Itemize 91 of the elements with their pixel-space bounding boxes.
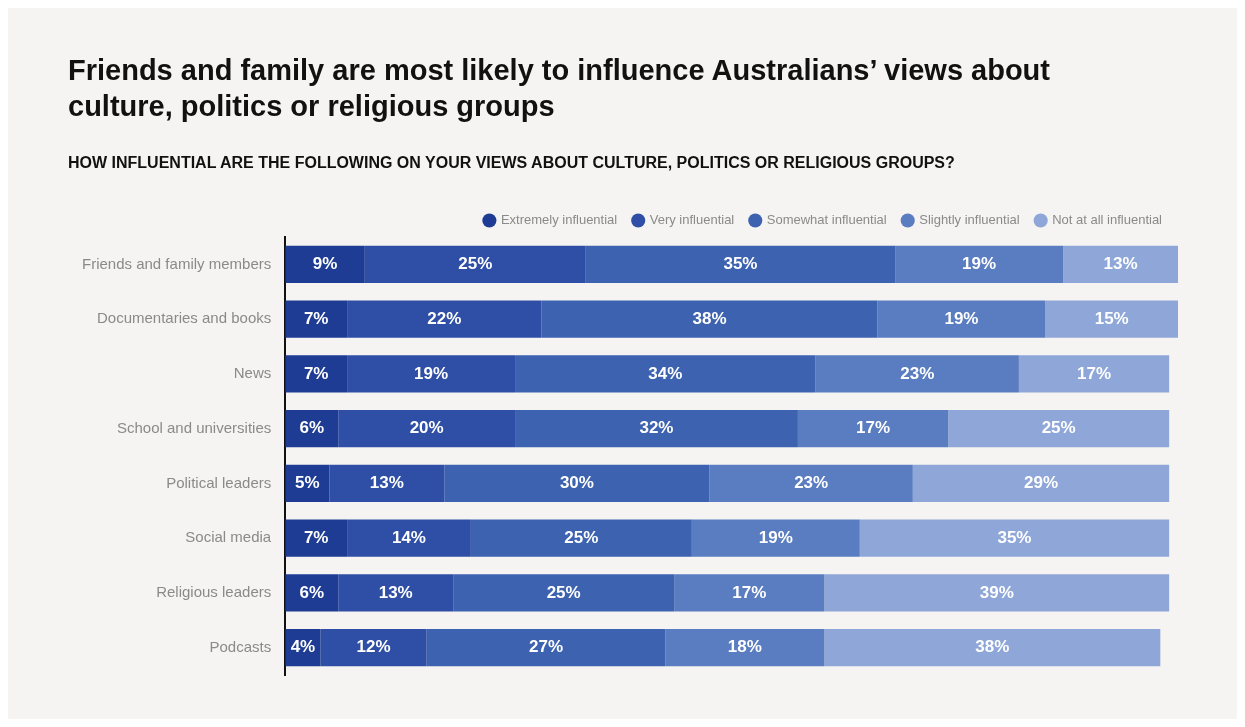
data-label: 25% [546, 582, 581, 602]
data-label: 25% [458, 254, 493, 274]
bar [674, 574, 825, 612]
data-label: 17% [856, 418, 891, 438]
data-label: 7% [303, 308, 329, 328]
data-label: 20% [409, 418, 444, 438]
y-tick-label: News [233, 364, 272, 382]
chart-subtitle: HOW INFLUENTIAL ARE THE FOLLOWING ON YOUR VIEWS ABOUT CULTURE, POLITICS OR RELIGIOUS GROUPS? [68, 154, 956, 172]
bar [470, 519, 692, 557]
legend-label: Slightly influential [919, 212, 1020, 228]
data-label: 27% [528, 637, 563, 657]
bar [815, 355, 1019, 393]
data-label: 5% [295, 473, 320, 493]
bar [541, 300, 878, 338]
bar [877, 300, 1046, 338]
data-label: 38% [692, 308, 727, 328]
bar [665, 629, 825, 667]
bar [515, 410, 798, 448]
data-label: 6% [299, 582, 325, 602]
bar [1063, 245, 1178, 283]
bar [824, 574, 1170, 612]
bar [347, 355, 516, 393]
legend-label: Very influential [649, 212, 735, 228]
data-label: 19% [758, 527, 793, 547]
data-label: 6% [299, 418, 325, 438]
data-label: 15% [1094, 308, 1129, 328]
bar [285, 245, 365, 283]
bar [338, 574, 454, 612]
bar [797, 410, 949, 448]
data-label: 38% [975, 637, 1010, 657]
data-label: 23% [900, 363, 935, 383]
data-label: 25% [1041, 418, 1076, 438]
bar [364, 245, 586, 283]
bar [453, 574, 675, 612]
y-tick-label: Political leaders [166, 473, 272, 491]
y-tick-label: Religious leaders [156, 583, 272, 601]
bar [824, 629, 1161, 667]
legend-label: Extremely influential [500, 212, 618, 228]
bar [515, 355, 816, 393]
data-label: 34% [648, 363, 683, 383]
bar [948, 410, 1170, 448]
y-tick-label: Podcasts [209, 637, 272, 655]
data-label: 9% [312, 254, 338, 274]
bar [859, 519, 1170, 557]
bar [347, 300, 542, 338]
data-label: 7% [303, 527, 329, 547]
y-tick-label: School and universities [116, 418, 272, 436]
data-label: 14% [391, 527, 426, 547]
data-label: 35% [997, 527, 1032, 547]
data-label: 25% [564, 527, 599, 547]
legend-label: Somewhat influential [766, 212, 887, 228]
bar [895, 245, 1064, 283]
bar [426, 629, 666, 667]
data-label: 13% [1103, 254, 1138, 274]
bar [709, 464, 913, 502]
bar [1045, 300, 1178, 338]
data-label: 22% [427, 308, 462, 328]
data-label: 12% [356, 637, 391, 657]
data-label: 7% [303, 363, 329, 383]
bar [285, 355, 348, 393]
y-tick-label: Friends and family members [81, 254, 272, 272]
data-label: 4% [290, 637, 316, 657]
bar [585, 245, 896, 283]
y-tick-label: Documentaries and books [96, 309, 272, 327]
data-label: 23% [794, 473, 829, 493]
data-label: 13% [369, 473, 404, 493]
data-label: 18% [727, 637, 762, 657]
data-label: 17% [1077, 363, 1112, 383]
bar [285, 519, 348, 557]
bar [912, 464, 1170, 502]
bar [1018, 355, 1170, 393]
data-label: 13% [378, 582, 413, 602]
bar [338, 410, 516, 448]
y-tick-label: Social media [185, 528, 272, 546]
chart-title: Friends and family are most likely to influence Australians’ views about culture, politics or religious groups [68, 53, 1051, 124]
data-label: 32% [639, 418, 674, 438]
data-label: 19% [962, 254, 997, 274]
data-label: 17% [732, 582, 767, 602]
bar [320, 629, 427, 667]
bar [444, 464, 710, 502]
data-label: 19% [944, 308, 979, 328]
bar [347, 519, 471, 557]
data-label: 39% [979, 582, 1014, 602]
bar [285, 300, 348, 338]
legend-label: Not at all influential [1052, 212, 1163, 228]
data-label: 19% [414, 363, 449, 383]
bar [329, 464, 445, 502]
bar [691, 519, 860, 557]
data-label: 29% [1023, 473, 1059, 493]
data-label: 30% [559, 473, 594, 493]
data-label: 35% [723, 254, 758, 274]
